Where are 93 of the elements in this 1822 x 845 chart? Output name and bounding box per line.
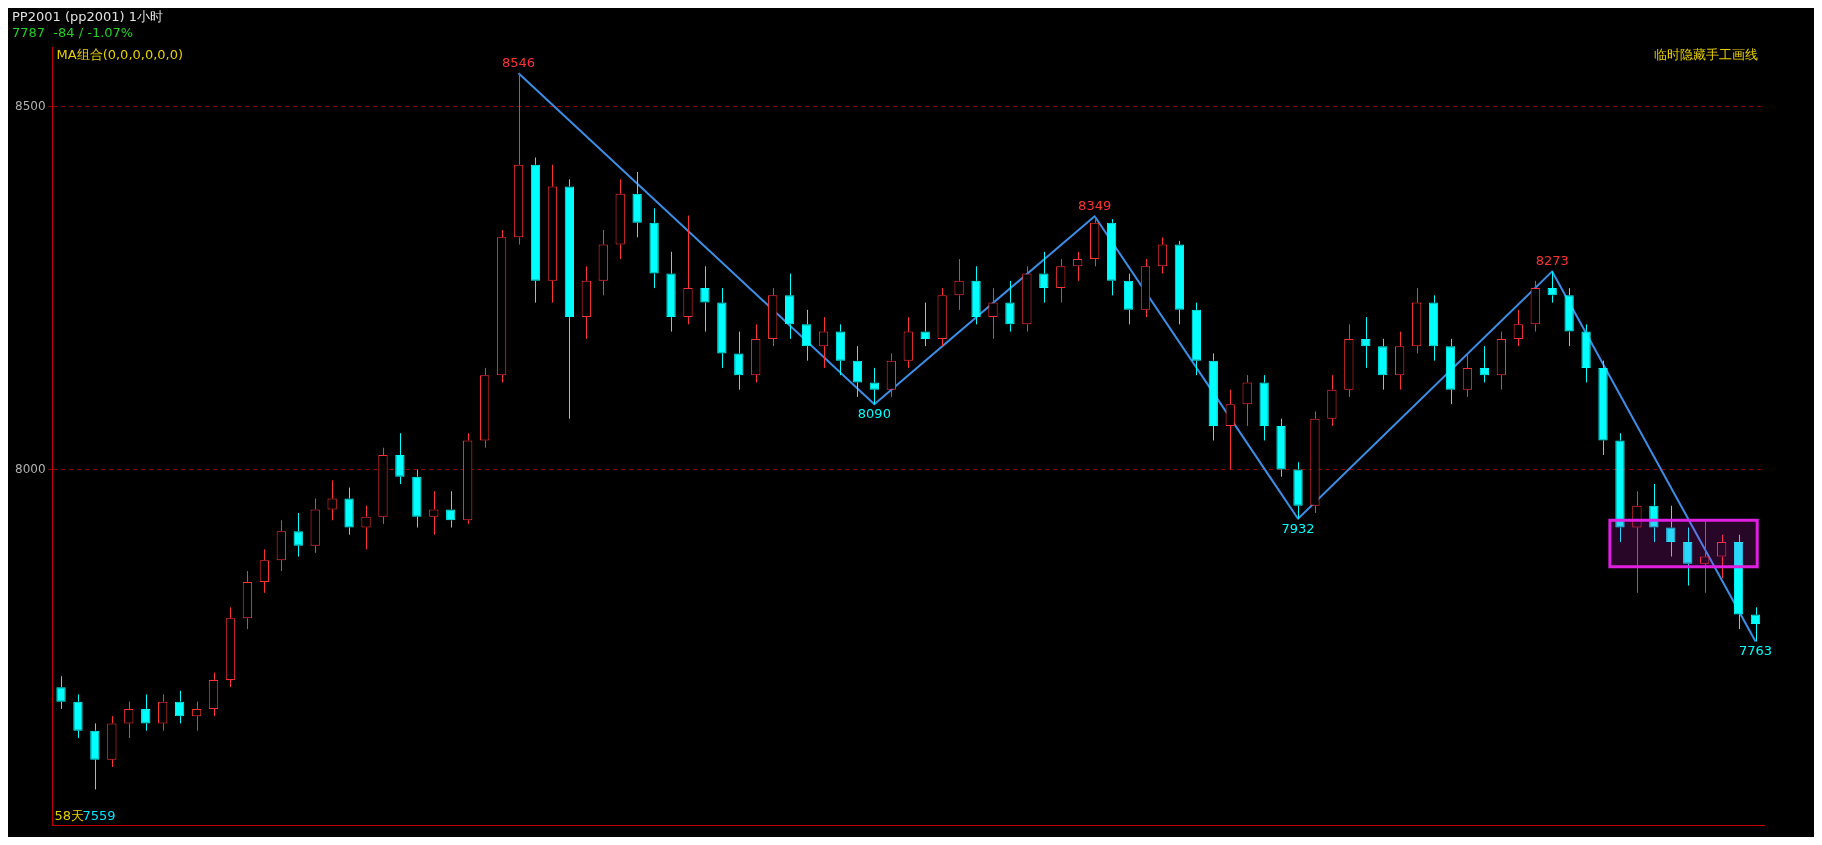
y-tick-label: 8000 — [14, 461, 46, 476]
candlestick — [801, 309, 812, 362]
candlestick — [1327, 374, 1337, 427]
candlestick — [1208, 352, 1218, 441]
candlestick — [1462, 352, 1473, 398]
candlestick — [632, 171, 642, 238]
candlestick — [1344, 323, 1354, 398]
candlestick — [412, 468, 422, 529]
candlestick — [1174, 240, 1185, 325]
candlestick — [1547, 270, 1557, 304]
candlestick — [1276, 418, 1286, 478]
candlestick — [1395, 331, 1405, 391]
candlestick — [1191, 302, 1201, 376]
chart-subtitle: 7787 -84 / -1.07% — [12, 24, 134, 40]
data-label: 8349 — [1078, 198, 1112, 214]
candlestick — [1106, 218, 1117, 296]
candlestick — [1123, 273, 1134, 325]
candlestick — [1090, 215, 1100, 267]
candlestick — [1496, 331, 1507, 391]
y-tick-label: 8500 — [14, 98, 46, 113]
candlestick — [1411, 287, 1422, 354]
annotation: 7559 — [82, 808, 116, 824]
candlestick — [1428, 294, 1439, 362]
candlestick — [1005, 280, 1015, 333]
candlestick — [1157, 236, 1168, 275]
candlestick — [1615, 432, 1625, 543]
candlestick — [158, 693, 168, 732]
candlestick — [903, 316, 913, 369]
annotation: 58天 — [54, 808, 85, 824]
data-label: 8546 — [501, 55, 536, 71]
candlestick — [310, 498, 320, 554]
candlestick — [547, 164, 558, 304]
candlestick — [1242, 374, 1252, 427]
candlestick — [598, 229, 608, 296]
data-label: 7763 — [1738, 643, 1773, 659]
candlestick — [225, 606, 236, 688]
candlestick — [615, 178, 625, 260]
candlestick — [479, 367, 490, 449]
candlestick — [344, 487, 354, 536]
candlestick — [496, 229, 507, 383]
candlestick — [1598, 360, 1608, 456]
candlestick — [886, 352, 896, 398]
candlestick — [1479, 345, 1490, 383]
candlestick — [564, 178, 575, 420]
candlestick — [1293, 461, 1303, 520]
candlestick — [530, 156, 541, 304]
annotation: MA组合(0,0,0,0,0,0) — [56, 46, 184, 62]
annotation: 临时隐藏手工画线 — [1654, 46, 1758, 62]
candlestick — [1581, 323, 1591, 383]
data-label: 7932 — [1281, 520, 1315, 536]
candlestick — [920, 302, 930, 347]
candlestick — [1733, 534, 1744, 630]
candlestick — [734, 331, 744, 391]
candlestick — [1023, 265, 1031, 333]
candlestick — [751, 323, 761, 383]
candlestick — [276, 519, 286, 572]
candlestick — [513, 72, 524, 246]
candlestick — [1361, 316, 1371, 369]
candlestick — [242, 570, 253, 630]
candlestick — [446, 490, 456, 529]
candlestick — [852, 345, 863, 398]
candlestick — [784, 273, 795, 340]
candlestick — [581, 265, 591, 340]
candlestick — [259, 548, 270, 594]
candlestick — [971, 265, 981, 325]
candlestick — [937, 287, 947, 347]
candlestick — [835, 323, 846, 376]
candlestick — [208, 672, 219, 717]
candlestick — [1445, 338, 1456, 405]
chart-title: PP2001 (pp2001) 1小时 — [12, 9, 164, 25]
candlestick — [395, 432, 405, 485]
candlestick — [1225, 389, 1235, 470]
candlestick — [1530, 280, 1540, 333]
data-label: 8273 — [1535, 253, 1569, 269]
candlestick — [1311, 410, 1319, 514]
candlestick — [73, 693, 83, 739]
candlestick — [717, 287, 727, 369]
candlestick — [1684, 527, 1692, 587]
candlestick — [1056, 258, 1066, 304]
candlestick — [463, 432, 473, 525]
candlestick — [107, 715, 117, 768]
candlestick — [1259, 374, 1269, 441]
candlestick — [869, 367, 880, 405]
candlestick — [378, 447, 388, 525]
candlestick — [768, 287, 778, 347]
candlestick — [1140, 258, 1151, 318]
candlestick — [683, 215, 693, 325]
candlestick — [1378, 338, 1388, 391]
candlestick — [1564, 287, 1574, 347]
candlestick — [649, 207, 659, 289]
candlestick — [666, 251, 676, 333]
data-label: 8090 — [857, 406, 891, 422]
candlestick — [90, 722, 100, 790]
